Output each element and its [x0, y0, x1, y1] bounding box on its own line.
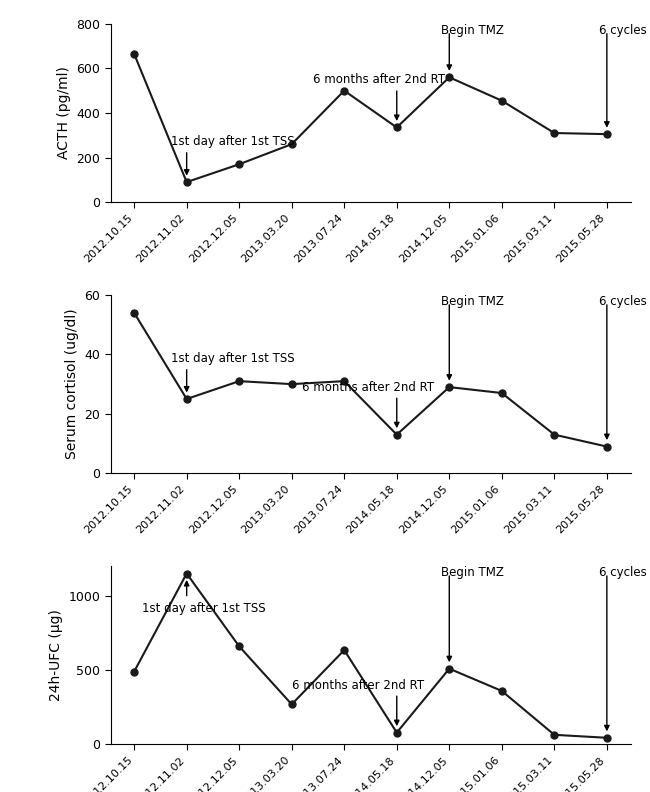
Text: 6 months after 2nd RT: 6 months after 2nd RT [292, 679, 424, 691]
Text: 1st day after 1st TSS: 1st day after 1st TSS [142, 602, 266, 615]
Y-axis label: 24h-UFC (μg): 24h-UFC (μg) [49, 609, 62, 701]
Text: Begin TMZ: Begin TMZ [441, 24, 504, 36]
Text: 1st day after 1st TSS: 1st day after 1st TSS [171, 135, 294, 148]
Y-axis label: ACTH (pg/ml): ACTH (pg/ml) [57, 67, 71, 159]
Text: 6 months after 2nd RT: 6 months after 2nd RT [313, 74, 445, 86]
Y-axis label: Serum cortisol (ug/dl): Serum cortisol (ug/dl) [64, 309, 79, 459]
Text: 6 cycles TMZ: 6 cycles TMZ [599, 566, 650, 579]
Text: 1st day after 1st TSS: 1st day after 1st TSS [171, 352, 294, 365]
Text: Begin TMZ: Begin TMZ [441, 566, 504, 579]
Text: Begin TMZ: Begin TMZ [441, 295, 504, 308]
Text: 6 months after 2nd RT: 6 months after 2nd RT [302, 381, 434, 394]
Text: 6 cycles TMZ: 6 cycles TMZ [599, 295, 650, 308]
Text: 6 cycles TMZ: 6 cycles TMZ [599, 24, 650, 36]
